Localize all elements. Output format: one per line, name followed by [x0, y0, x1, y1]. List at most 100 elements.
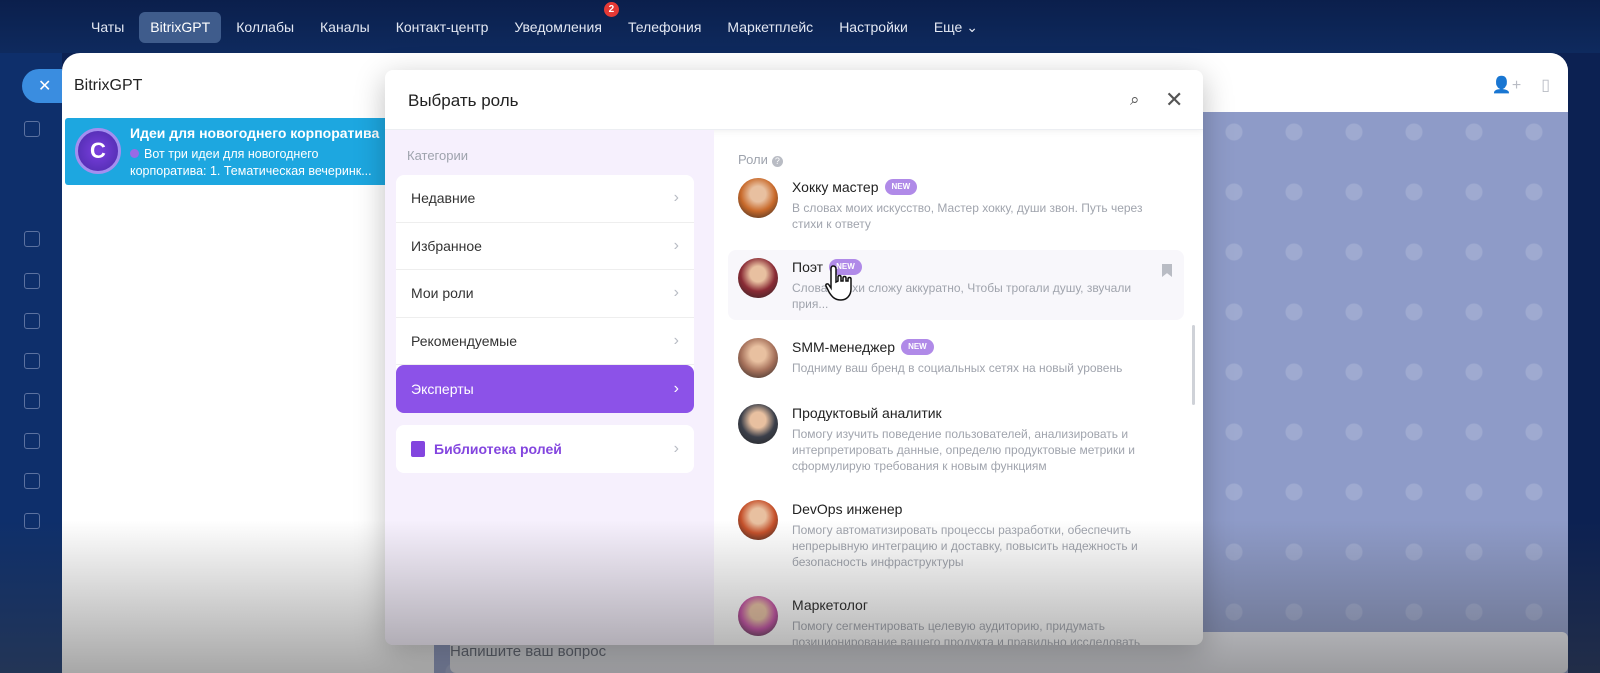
- category-label: Недавние: [411, 190, 476, 207]
- category-recommended[interactable]: Рекомендуемые ›: [396, 318, 694, 365]
- categories-column: Категории Недавние › Избранное › Мои роли ›…: [385, 130, 714, 645]
- drive-icon[interactable]: [24, 433, 40, 449]
- close-icon[interactable]: ✕: [22, 69, 62, 103]
- category-favorites[interactable]: Избранное ›: [396, 223, 694, 270]
- chat-list-item[interactable]: C Идеи для новогоднего корпоратива Вот т…: [65, 118, 395, 185]
- scrollbar[interactable]: [1192, 325, 1195, 405]
- nav-chats[interactable]: Чаты: [80, 12, 135, 43]
- nav-bitrixgpt[interactable]: BitrixGPT: [139, 12, 222, 43]
- role-avatar: [738, 258, 778, 298]
- nav-settings[interactable]: Настройки: [828, 12, 919, 43]
- nav-label: Каналы: [320, 19, 370, 35]
- chevron-right-icon: ›: [673, 189, 679, 207]
- categories-label: Категории: [407, 148, 468, 163]
- top-bar: Чаты BitrixGPT Коллабы Каналы Контакт-це…: [0, 0, 1600, 53]
- document-icon[interactable]: [24, 353, 40, 369]
- chevron-right-icon: ›: [673, 440, 679, 457]
- chat-preview: Вот три идеи для новогоднего корпоратива…: [130, 146, 390, 180]
- role-name: Хокку мастер: [792, 179, 879, 195]
- role-avatar: [738, 338, 778, 378]
- left-sidebar: [0, 53, 62, 673]
- chat-header-actions: 👤+ ▯: [1492, 75, 1550, 95]
- chevron-right-icon: ›: [673, 331, 679, 349]
- new-badge: NEW: [829, 259, 862, 275]
- role-avatar: [738, 404, 778, 444]
- role-description: В словах моих искусство, Мастер хокку, д…: [792, 201, 1143, 231]
- role-name-row: Поэт NEW: [792, 258, 1174, 276]
- role-item[interactable]: Продуктовый аналитик Помогу изучить пове…: [728, 396, 1184, 482]
- category-label: Мои роли: [411, 285, 474, 302]
- chevron-right-icon: ›: [673, 284, 679, 302]
- role-name-row: DevOps инженер: [792, 500, 1174, 518]
- add-user-icon[interactable]: 👤+: [1491, 77, 1522, 94]
- role-avatar: [738, 596, 778, 636]
- role-item[interactable]: DevOps инженер Помогу автоматизировать п…: [728, 492, 1184, 578]
- dialog-header: [385, 70, 1203, 130]
- hand-cursor-icon: [825, 265, 852, 301]
- category-label: Эксперты: [411, 380, 474, 397]
- role-description: Помогу автоматизировать процессы разрабо…: [792, 523, 1138, 569]
- role-description: Подниму ваш бренд в социальных сетях на …: [792, 361, 1123, 375]
- bitrixgpt-panel: BitrixGPT C Идеи для новогоднего корпора…: [62, 53, 434, 673]
- role-item[interactable]: Поэт NEW Слова, стихи сложу аккуратно, Чт…: [728, 250, 1184, 320]
- tasks-icon[interactable]: [24, 121, 40, 137]
- role-item[interactable]: Маркетолог Помогу сегментировать целевую…: [728, 588, 1184, 645]
- input-placeholder: Напишите ваш вопрос: [450, 643, 607, 660]
- role-name: Маркетолог: [792, 597, 868, 613]
- role-name: Поэт: [792, 259, 824, 275]
- category-label: Избранное: [411, 237, 482, 254]
- nav-label: BitrixGPT: [150, 19, 211, 35]
- role-item[interactable]: Хокку мастер NEW В словах моих искусство,…: [728, 170, 1184, 240]
- role-description: Слова, стихи сложу аккуратно, Чтобы трог…: [792, 281, 1132, 311]
- nav-contact-center[interactable]: Контакт-центр: [385, 12, 500, 43]
- close-icon[interactable]: ✕: [1165, 87, 1184, 112]
- library-icon: [411, 441, 425, 457]
- bookmark-icon[interactable]: [1162, 264, 1172, 277]
- board-icon[interactable]: [24, 393, 40, 409]
- help-icon[interactable]: ?: [771, 156, 783, 167]
- nav-label: Уведомления: [514, 19, 602, 35]
- role-name: SMM-менеджер: [792, 339, 896, 355]
- category-experts[interactable]: Эксперты ›: [396, 365, 694, 413]
- role-name-row: Продуктовый аналитик: [792, 404, 1174, 422]
- calendar-icon[interactable]: [24, 313, 40, 329]
- role-name-row: Хокку мастер NEW: [792, 178, 1174, 196]
- sidebar-toggle-icon[interactable]: ▯: [1541, 77, 1550, 94]
- roles-label: Роли?: [738, 152, 783, 167]
- settings-icon[interactable]: [24, 273, 40, 289]
- notification-badge: 2: [603, 2, 619, 17]
- role-name-row: Маркетолог: [792, 596, 1174, 614]
- role-list: Хокку мастер NEW В словах моих искусство,…: [728, 170, 1184, 645]
- top-nav: Чаты BitrixGPT Коллабы Каналы Контакт-це…: [80, 2, 989, 43]
- role-description: Помогу сегментировать целевую аудиторию,…: [792, 619, 1141, 645]
- select-role-dialog: Выбрать роль ⌕ ✕ Категории Недавние › Изб…: [385, 70, 1203, 645]
- role-description: Помогу изучить поведение пользователей, …: [792, 427, 1135, 473]
- role-library-button[interactable]: Библиотека ролей ›: [396, 425, 694, 473]
- category-list: Недавние › Избранное › Мои роли › Рекоменду…: [396, 175, 694, 413]
- panel-title: BitrixGPT: [74, 77, 143, 94]
- category-my-roles[interactable]: Мои роли ›: [396, 270, 694, 318]
- nav-label: Телефония: [627, 19, 702, 35]
- library-label: Библиотека ролей: [434, 441, 562, 457]
- nav-telephony[interactable]: Телефония: [617, 12, 712, 43]
- category-label: Рекомендуемые: [411, 332, 517, 349]
- chat-preview-text: Вот три идеи для новогоднего корпоратива…: [130, 147, 372, 178]
- search-icon[interactable]: ⌕: [1130, 90, 1140, 109]
- nav-label: Настройки: [839, 19, 908, 35]
- nav-channels[interactable]: Каналы: [309, 12, 381, 43]
- gpt-avatar-icon: C: [75, 128, 121, 174]
- new-badge: NEW: [884, 179, 918, 195]
- nav-notifications[interactable]: Уведомления 2: [503, 2, 619, 43]
- role-item[interactable]: SMM-менеджер NEW Подниму ваш бренд в соци…: [728, 330, 1184, 386]
- list-icon[interactable]: [24, 231, 40, 247]
- nav-label: Еще ⌄: [933, 19, 978, 35]
- nav-more[interactable]: Еще ⌄: [923, 12, 989, 43]
- mail-icon[interactable]: [24, 473, 40, 489]
- contacts-icon[interactable]: [24, 513, 40, 529]
- nav-collabs[interactable]: Коллабы: [225, 12, 305, 43]
- new-badge: NEW: [901, 339, 934, 355]
- role-name-row: SMM-менеджер NEW: [792, 338, 1174, 356]
- nav-marketplace[interactable]: Маркетплейс: [716, 12, 824, 43]
- role-avatar: [738, 500, 778, 540]
- category-recent[interactable]: Недавние ›: [396, 175, 694, 223]
